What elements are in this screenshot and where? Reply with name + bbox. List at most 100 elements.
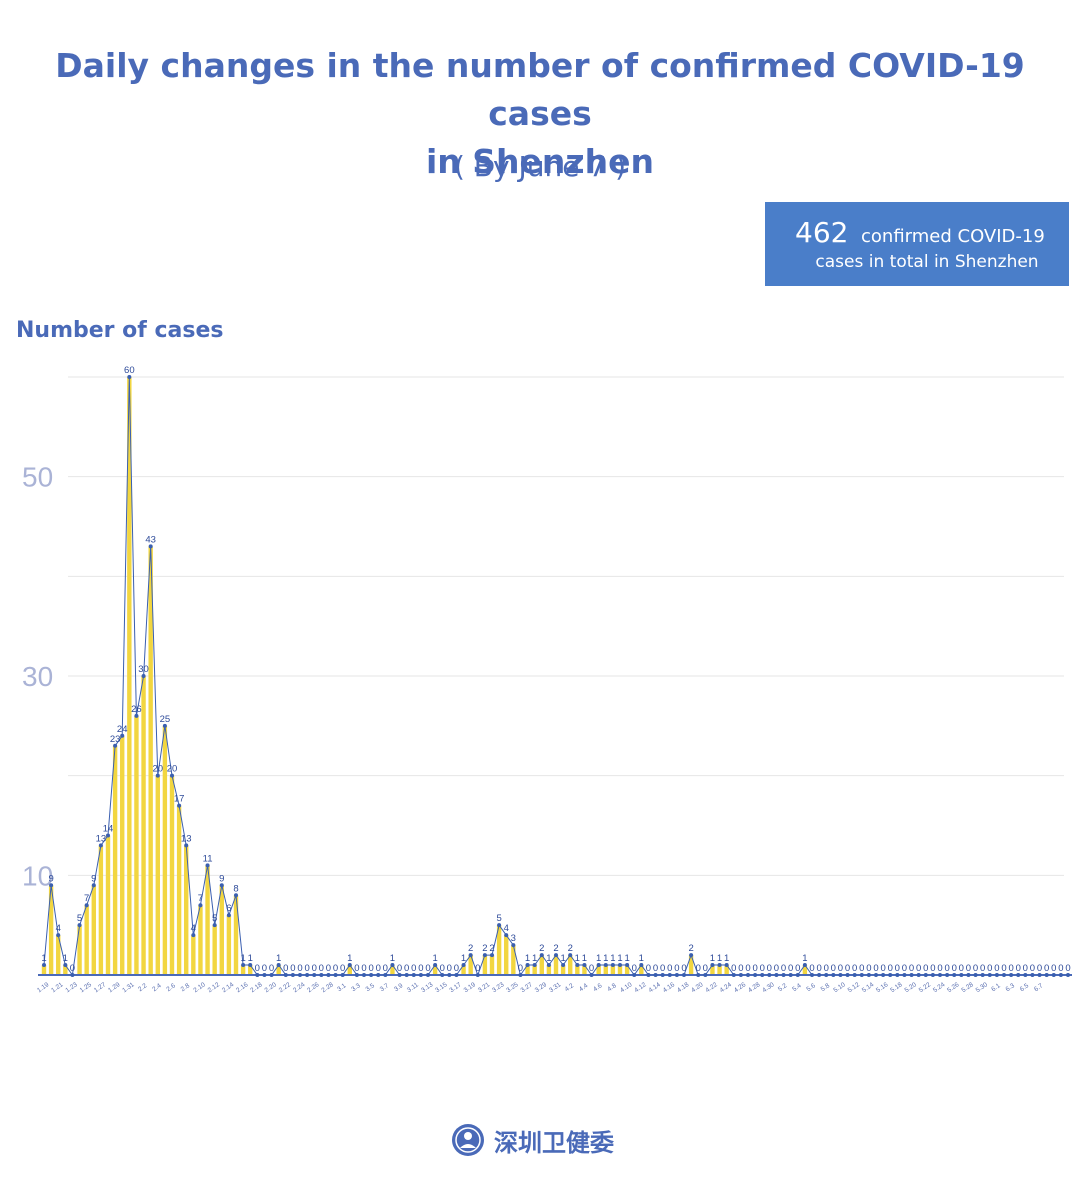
data-point	[106, 833, 110, 838]
bar	[461, 965, 466, 975]
data-point	[490, 953, 494, 958]
data-label: 2	[539, 943, 544, 954]
data-label: 0	[852, 963, 857, 974]
bar	[582, 965, 587, 975]
data-label: 0	[923, 963, 928, 974]
data-point	[127, 375, 132, 379]
bar	[134, 715, 139, 975]
data-label: 0	[660, 963, 665, 974]
x-tick-label: 4.30	[761, 981, 776, 994]
data-label: 1	[461, 953, 466, 964]
data-point	[788, 973, 793, 977]
data-label: 0	[1030, 963, 1035, 974]
x-tick-label: 3.27	[520, 981, 535, 994]
x-tick-label: 4.6	[592, 982, 604, 993]
data-point	[923, 973, 928, 977]
data-point	[340, 973, 345, 977]
logo: 深圳卫健委	[450, 1122, 614, 1158]
data-label: 0	[895, 963, 900, 974]
x-tick-label: 5.12	[847, 981, 862, 994]
data-label: 0	[745, 963, 750, 974]
data-point	[433, 963, 438, 968]
data-point	[376, 973, 381, 977]
data-point	[817, 973, 822, 977]
data-point	[1023, 973, 1028, 977]
x-tick-label: 5.6	[805, 982, 817, 993]
data-label: 0	[966, 963, 971, 974]
data-point	[660, 973, 665, 977]
data-label: 0	[1023, 963, 1028, 974]
x-tick-label: 4.16	[662, 981, 677, 994]
data-point	[191, 933, 196, 938]
data-label: 0	[1016, 963, 1021, 974]
bar	[553, 955, 559, 975]
title-line-1: Daily changes in the number of confirmed…	[55, 46, 1025, 133]
x-tick-label: 5.30	[975, 981, 990, 994]
data-point	[1002, 973, 1006, 977]
data-point	[731, 973, 736, 977]
data-point	[234, 893, 238, 898]
data-point	[404, 973, 409, 977]
data-point	[518, 973, 523, 977]
data-label: 1	[717, 953, 722, 964]
data-point	[1016, 973, 1021, 977]
data-label: 0	[674, 963, 679, 974]
x-tick-label: 5.14	[861, 981, 876, 994]
x-tick-label: 5.4	[791, 982, 803, 993]
bar	[212, 925, 217, 975]
x-tick-label: 5.24	[932, 981, 947, 994]
x-tick-label: 4.28	[747, 981, 762, 994]
data-label: 0	[290, 963, 295, 974]
data-label: 1	[560, 953, 565, 964]
data-point	[354, 973, 359, 977]
bar	[63, 965, 68, 975]
logo-text: 深圳卫健委	[494, 1128, 614, 1157]
data-label: 0	[831, 963, 836, 974]
data-label: 2	[688, 943, 693, 954]
data-point	[582, 963, 587, 968]
x-tick-label: 5.16	[875, 981, 890, 994]
data-label: 0	[340, 963, 345, 974]
data-label: 1	[610, 953, 615, 964]
bar	[710, 965, 715, 975]
y-tick-label: 30	[22, 661, 53, 692]
data-label: 0	[368, 963, 373, 974]
data-label: 0	[411, 963, 416, 974]
x-tick-label: 4.24	[719, 981, 734, 994]
data-label: 0	[319, 963, 324, 974]
bar	[112, 745, 118, 975]
data-label: 1	[575, 953, 580, 964]
bar	[127, 377, 132, 975]
data-label: 0	[1001, 963, 1006, 974]
data-point	[326, 973, 331, 977]
data-label: 0	[454, 963, 459, 974]
data-point	[802, 963, 807, 968]
data-label: 0	[888, 963, 893, 974]
bar	[176, 805, 182, 975]
total-cases-number: 462	[795, 216, 849, 249]
data-point	[475, 973, 480, 977]
data-label: 5	[496, 913, 501, 924]
data-point	[226, 913, 231, 918]
data-label: 0	[70, 963, 75, 974]
data-label: 1	[532, 953, 537, 964]
x-tick-label: 5.28	[960, 981, 975, 994]
data-label: 1	[276, 953, 281, 964]
data-label: 0	[952, 963, 957, 974]
data-point	[426, 973, 430, 977]
data-label: 0	[994, 963, 999, 974]
data-point	[525, 963, 530, 968]
data-point	[454, 973, 459, 977]
data-label: 0	[824, 963, 829, 974]
data-label: 0	[404, 963, 409, 974]
data-label: 2	[553, 943, 558, 954]
x-tick-label: 2.26	[306, 981, 321, 994]
x-tick-label: 3.25	[505, 981, 520, 994]
x-tick-label: 4.14	[648, 981, 663, 994]
data-point	[625, 963, 630, 968]
data-label: 0	[909, 963, 914, 974]
data-label: 25	[160, 714, 171, 725]
data-point	[262, 973, 267, 977]
data-point	[1066, 973, 1070, 977]
data-point	[952, 973, 957, 977]
